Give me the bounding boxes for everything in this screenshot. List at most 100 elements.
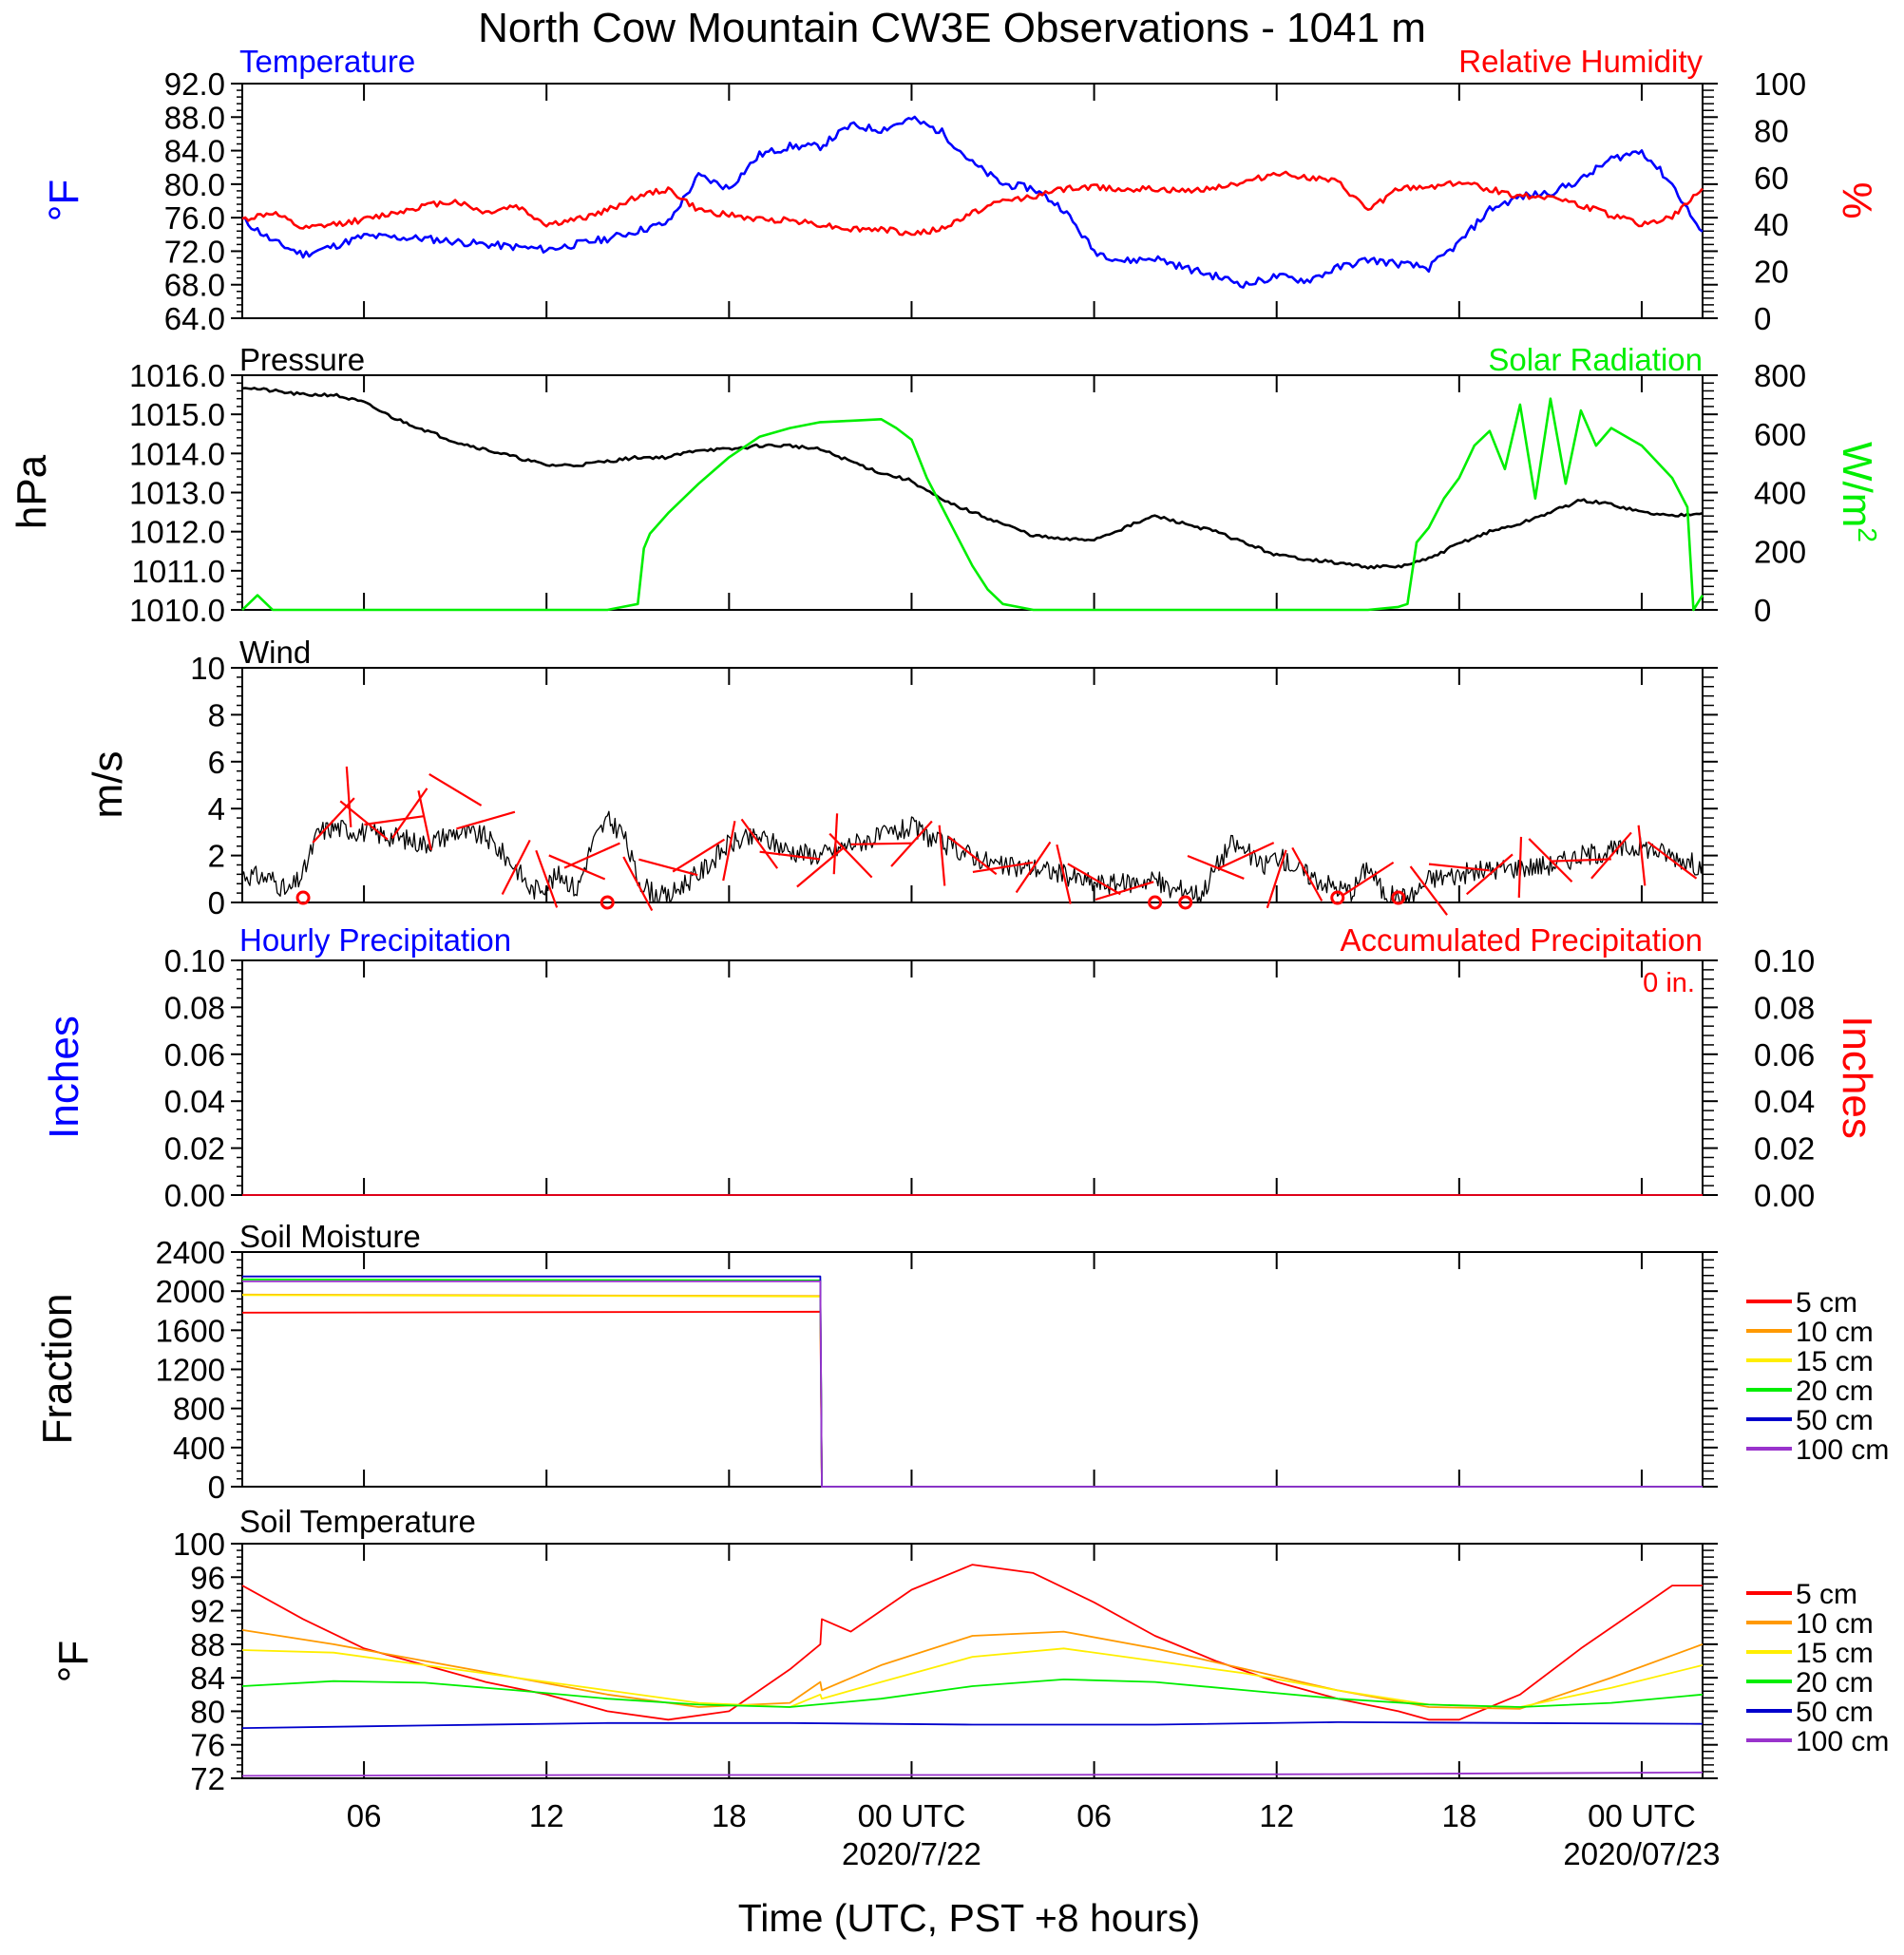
calm-circle	[1330, 890, 1345, 905]
series-line	[241, 1679, 1704, 1708]
wind-label: Wind	[239, 635, 311, 670]
wind-barb	[501, 839, 531, 895]
calm-circle	[295, 890, 311, 905]
wind-barb	[1342, 861, 1395, 897]
axis-ticks: 10 8 6 4 2 0	[190, 651, 1718, 921]
precipitation-panel: Hourly Precipitation Accumulated Precipi…	[41, 922, 1880, 1213]
pressure-solar-panel: Pressure Solar Radiation hPa W/m2 1016.0…	[9, 342, 1882, 628]
calm-circle	[1148, 895, 1163, 910]
y-tick-label-left: 0.10	[164, 943, 225, 978]
y-tick-label-left: 1012.0	[129, 515, 225, 550]
wind-barb	[1266, 849, 1287, 909]
wind-barb	[1095, 881, 1154, 902]
y-tick-label-left: 1016.0	[129, 358, 225, 393]
y-tick-label-left: 96	[190, 1560, 225, 1595]
axis-ticks: 0.10 0.08 0.06 0.04 0.02 0.00 0.10 0.08 0.06 0.04…	[164, 943, 1815, 1213]
y-tick-label-left: 92.0	[164, 66, 225, 102]
panel-frame	[241, 83, 1704, 319]
axis-ticks: 1016.0 1015.0 1014.0 1013.0 1012.0 1011.0 1010…	[129, 358, 1806, 628]
y-axis-label-right: Inches	[1834, 1015, 1880, 1139]
series-line	[241, 387, 1704, 570]
y-tick-label-left: 84.0	[164, 134, 225, 169]
wind-barb	[672, 838, 726, 873]
y-tick-label-right: 0.02	[1754, 1131, 1815, 1167]
legend-entry: 15 cm	[1796, 1638, 1874, 1669]
data-series	[241, 115, 1704, 289]
humidity-label: Relative Humidity	[1458, 44, 1703, 79]
wind-barb	[622, 856, 654, 912]
y-tick-label-left: 72	[190, 1761, 225, 1796]
figure-title: North Cow Mountain CW3E Observations - 1…	[478, 5, 1426, 51]
panel-frame	[241, 667, 1704, 903]
y-tick-label-left: 0.00	[164, 1178, 225, 1213]
x-tick-label: 00 UTC	[858, 1798, 966, 1833]
series-line	[241, 170, 1704, 237]
y-tick-label-right: 20	[1754, 255, 1789, 290]
y-axis-label-left: Fraction	[34, 1294, 81, 1445]
wind-barb	[1528, 838, 1573, 883]
y-tick-label-left: 100	[173, 1527, 225, 1562]
wind-barb	[345, 766, 352, 827]
y-axis-label-left: hPa	[9, 454, 55, 529]
y-tick-label-left: 1015.0	[129, 397, 225, 432]
soil-moisture-panel: Soil Moisture Fraction 2400 2000 1600 1200 8…	[34, 1219, 1889, 1505]
y-tick-label-left: 800	[173, 1392, 225, 1427]
wind-barb	[417, 790, 432, 851]
y-tick-label-left: 2000	[156, 1274, 225, 1309]
wind-barb	[938, 825, 946, 886]
soil-temperature-label: Soil Temperature	[239, 1504, 476, 1539]
wind-barb	[972, 861, 1034, 874]
y-axis-label-left: °F	[41, 180, 87, 221]
y-tick-label-right: 0.06	[1754, 1037, 1815, 1072]
wind-panel: Wind m/s 10 8 6 4 2 0	[85, 635, 1718, 921]
accumulated-total-annotation: 0 in.	[1643, 968, 1695, 998]
legend-entry: 5 cm	[1796, 1579, 1857, 1610]
x-tick-label: 00 UTC	[1588, 1798, 1696, 1833]
legend-entry: 20 cm	[1796, 1667, 1874, 1699]
wind-barb	[428, 773, 483, 807]
legend-entry: 50 cm	[1796, 1405, 1874, 1436]
legend-entry: 10 cm	[1796, 1608, 1874, 1640]
series-line	[241, 397, 1704, 612]
calm-circle	[600, 895, 615, 910]
y-tick-label-right: 200	[1754, 534, 1806, 569]
y-tick-label-right: 100	[1754, 66, 1806, 102]
y-tick-label-left: 76.0	[164, 200, 225, 236]
wind-barb	[390, 788, 428, 839]
wind-barb	[890, 820, 933, 867]
axis-ticks: 92.088.084.080.076.072.068.064.0 100 80 60 4…	[164, 66, 1806, 336]
wind-barb	[1550, 858, 1611, 863]
y-tick-label-left: 80	[190, 1694, 225, 1729]
series-line	[241, 1721, 1704, 1729]
wind-barb	[1015, 841, 1052, 894]
x-tick-label: 06	[1076, 1798, 1112, 1833]
wind-barb	[1067, 863, 1121, 896]
series-line	[241, 115, 1704, 289]
wind-barb	[563, 842, 620, 869]
legend-entry: 15 cm	[1796, 1346, 1874, 1377]
y-tick-label-left: 0	[208, 1470, 225, 1505]
y-tick-label-right: 60	[1754, 161, 1789, 196]
y-tick-label-right: 0	[1754, 301, 1771, 336]
y-tick-label-right: 600	[1754, 417, 1806, 452]
wind-barb	[456, 810, 516, 830]
y-axis-label-left: °F	[50, 1641, 97, 1682]
y-tick-label-right: 800	[1754, 358, 1806, 393]
wind-barb	[1428, 863, 1490, 872]
y-tick-label-left: 0.02	[164, 1131, 225, 1167]
y-tick-label-left: 1200	[156, 1353, 225, 1388]
legend-entry: 20 cm	[1796, 1376, 1874, 1407]
y-tick-label-left: 84	[190, 1661, 225, 1696]
wind-barb	[312, 797, 355, 844]
panel-frame	[241, 1543, 1704, 1779]
y-tick-label-right: 0.08	[1754, 990, 1815, 1025]
wind-barb	[535, 849, 559, 908]
y-tick-label-left: 1010.0	[129, 593, 225, 628]
wind-barb	[1647, 841, 1698, 880]
wind-barb	[947, 836, 998, 876]
y-tick-label-right: 40	[1754, 207, 1789, 242]
y-tick-label-left: 80.0	[164, 167, 225, 202]
